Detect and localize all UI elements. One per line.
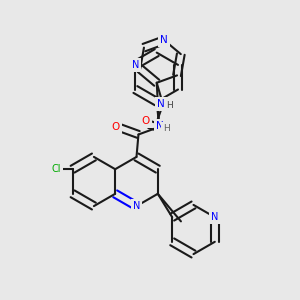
Text: H: H (166, 101, 173, 110)
Text: O: O (112, 122, 120, 132)
Text: O: O (142, 116, 150, 126)
Text: N: N (160, 35, 168, 45)
Text: N: N (132, 60, 139, 70)
Text: N: N (158, 99, 165, 109)
Text: N: N (211, 212, 218, 222)
Text: Cl: Cl (51, 164, 61, 174)
Text: N: N (133, 201, 140, 211)
Text: H: H (163, 124, 170, 133)
Text: N: N (156, 122, 164, 131)
